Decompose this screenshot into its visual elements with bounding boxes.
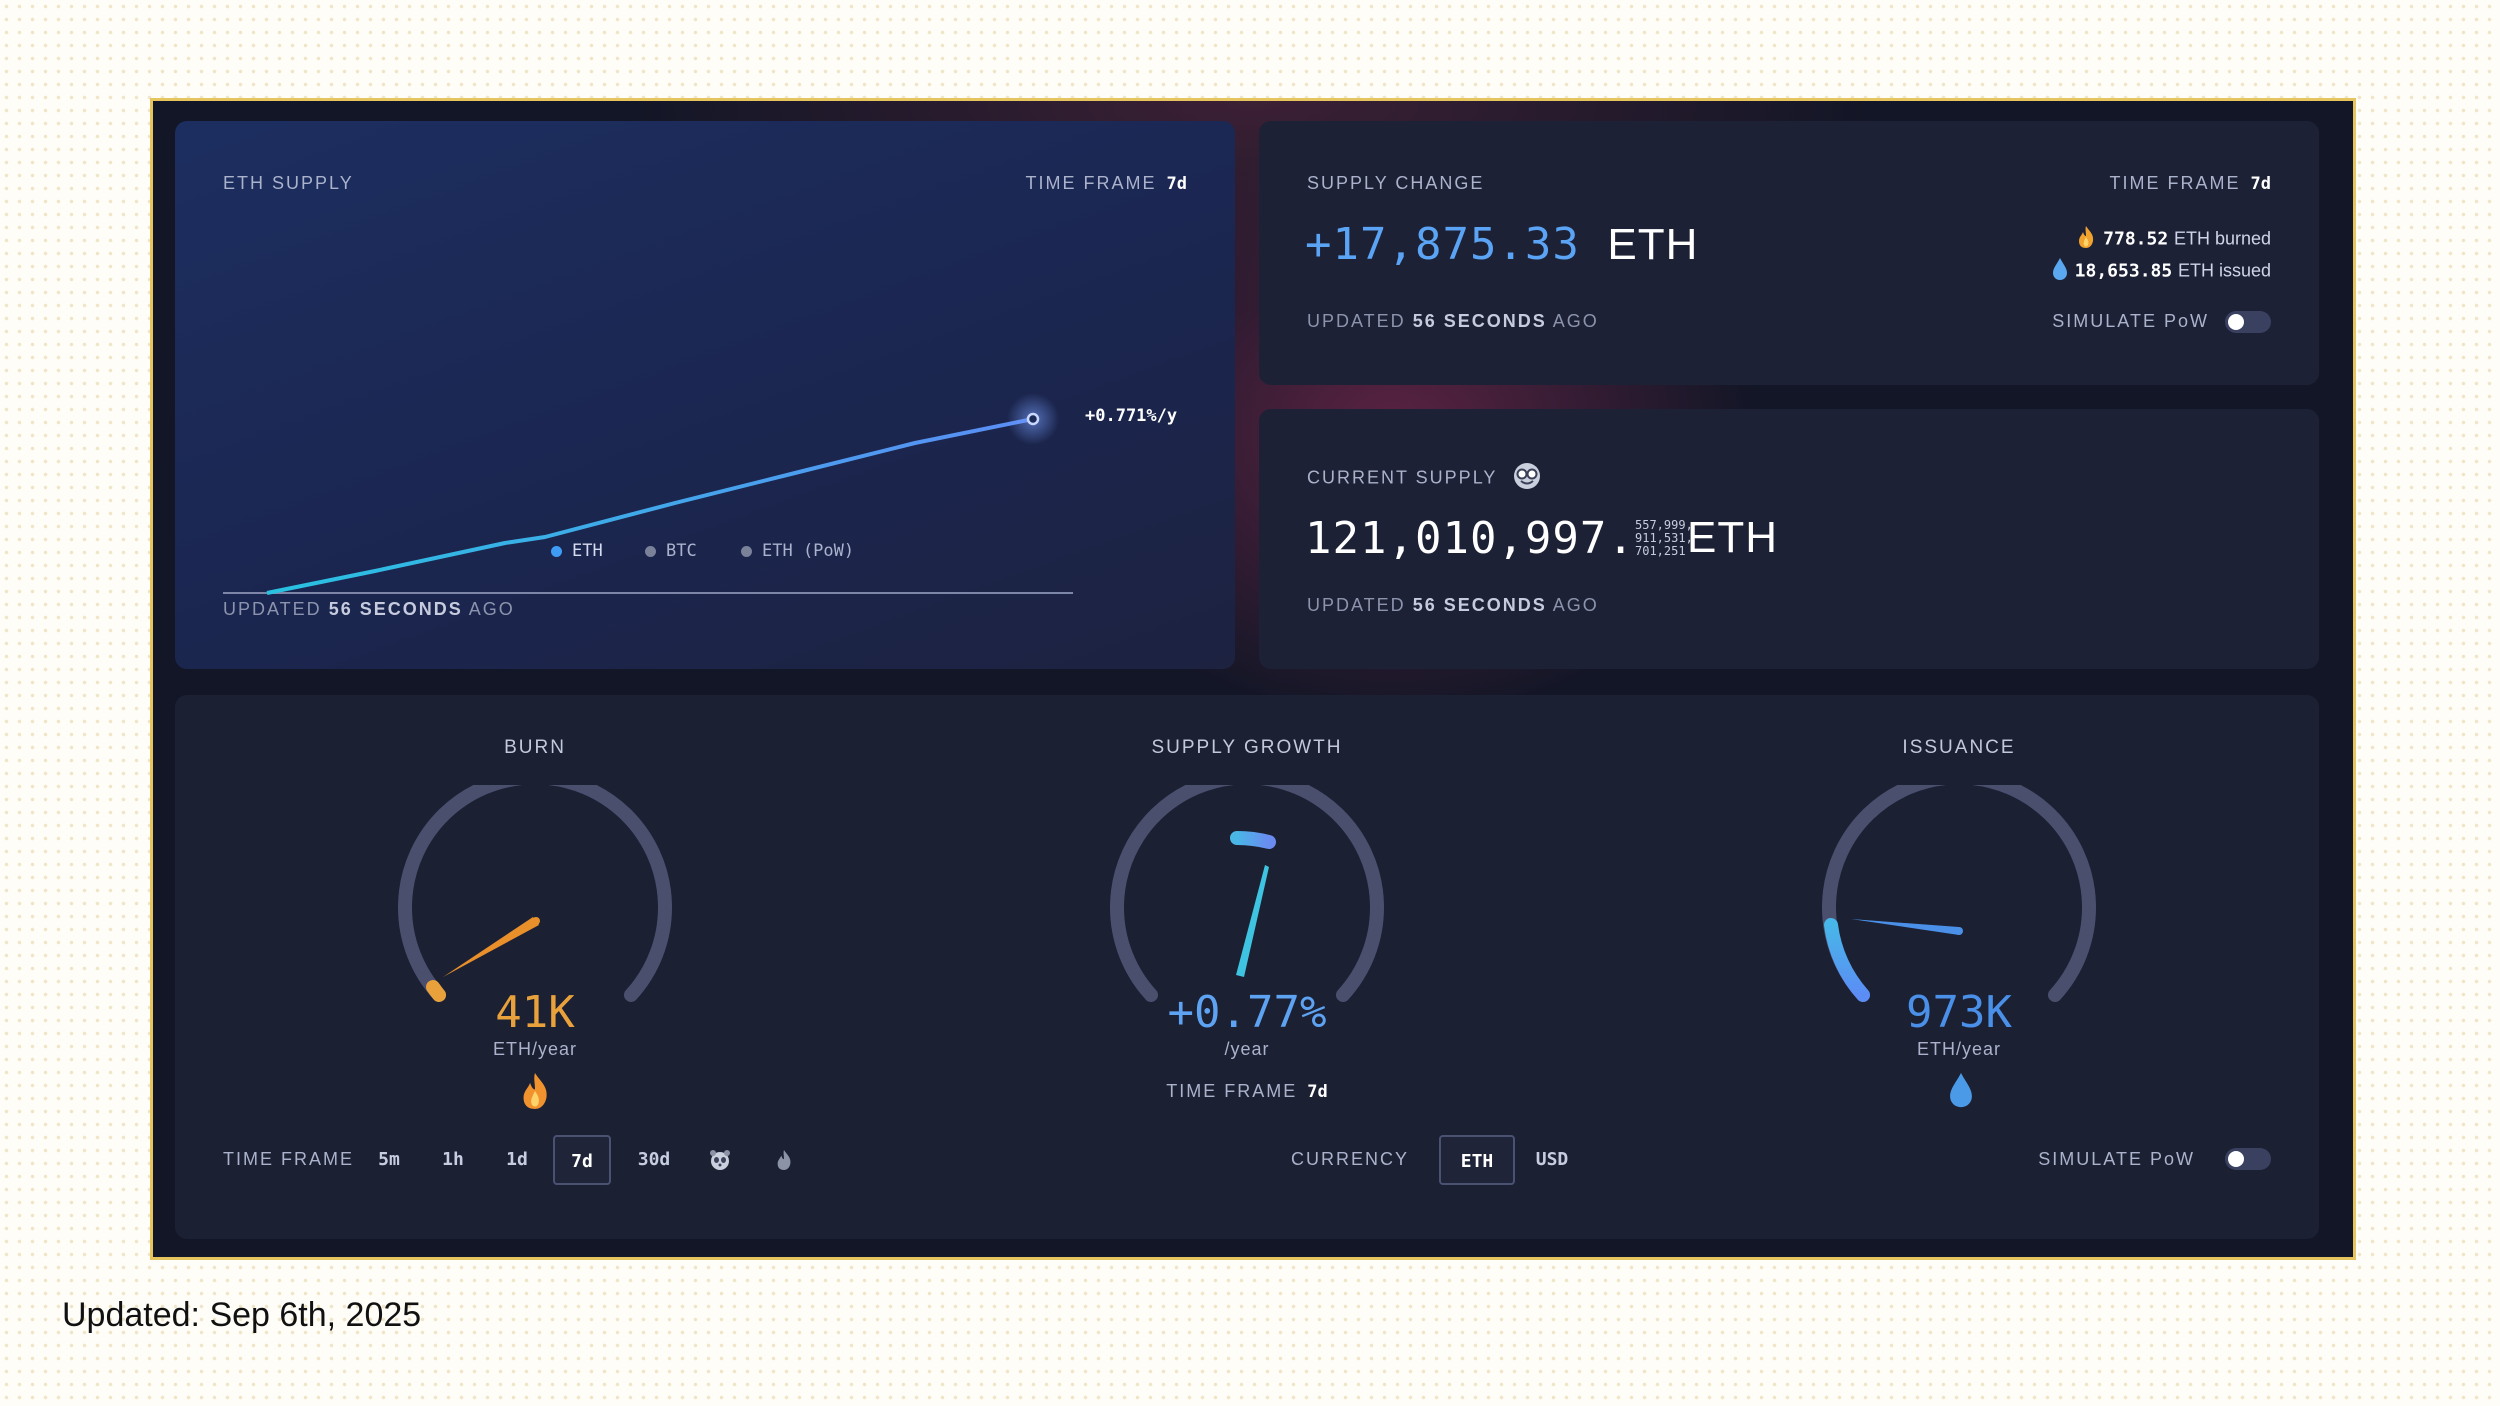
fire-icon — [2075, 225, 2097, 254]
issuance-needle — [1851, 919, 1959, 935]
eth-supply-updated: UPDATED 56 SECONDS AGO — [223, 599, 515, 619]
burn-unit: ETH/year — [492, 1039, 578, 1059]
time-frame-5m-button[interactable]: 5m — [378, 1149, 400, 1170]
time-frame-1d-button[interactable]: 1d — [506, 1149, 528, 1170]
supply-change-title: SUPPLY CHANGE — [1307, 173, 1485, 193]
supply-growth-time-frame: TIME FRAME 7d — [1166, 1081, 1328, 1102]
eth-supply-line — [266, 417, 1034, 595]
supply-rate-label: +0.771%/y — [1085, 406, 1178, 426]
burn-value: 41K — [495, 987, 575, 1038]
current-supply-fraction: 557,999, 911,531, 701,251 — [1635, 518, 1693, 558]
issuance-unit: ETH/year — [1916, 1039, 2002, 1059]
panda-icon[interactable] — [697, 1135, 743, 1185]
issuance-title: ISSUANCE — [1902, 737, 2016, 758]
issuance-gauge — [1822, 785, 2096, 1002]
current-supply-value: 121,010,997. — [1305, 513, 1635, 564]
supply-growth-needle — [1236, 865, 1269, 977]
eth-supply-title: ETH SUPPLY — [223, 173, 354, 193]
time-frame-label: TIME FRAME — [1025, 173, 1157, 193]
supply-growth-value: +0.77% — [1167, 987, 1327, 1038]
simulate-pow-toggle-top[interactable] — [2225, 311, 2271, 333]
chart-endpoint-dot[interactable] — [1026, 412, 1040, 426]
supply-change-card: SUPPLY CHANGE TIME FRAME 7d +17,875.33 ET… — [1259, 121, 2319, 385]
time-frame-control-label: TIME FRAME — [223, 1149, 354, 1169]
current-supply-updated: UPDATED 56 SECONDS AGO — [1307, 595, 1599, 615]
time-frame-30d-button[interactable]: 30d — [637, 1149, 671, 1170]
simulate-pow-toggle-bottom[interactable] — [2225, 1148, 2271, 1170]
dashboard-frame: ETH SUPPLY TIME FRAME 7d +0.771%/y E — [150, 98, 2356, 1260]
eth-supply-time-frame[interactable]: TIME FRAME 7d — [1026, 173, 1187, 194]
eth-supply-chart — [223, 393, 1073, 595]
burn-title: BURN — [504, 737, 566, 758]
legend-dot-eth-pow — [741, 545, 752, 557]
burn-needle — [443, 917, 539, 977]
currency-eth-button[interactable]: ETH — [1439, 1135, 1515, 1185]
supply-change-updated: UPDATED 56 SECONDS AGO — [1307, 311, 1599, 331]
time-frame-value: 7d — [1166, 174, 1187, 194]
supply-change-value: +17,875.33 ETH — [1305, 219, 1699, 270]
legend-dot-btc — [645, 545, 656, 557]
burned-line: 778.52 ETH burned — [2075, 225, 2271, 254]
current-supply-unit: ETH — [1687, 513, 1778, 562]
updated-footer: Updated: Sep 6th, 2025 — [62, 1296, 422, 1334]
supply-change-time-frame[interactable]: TIME FRAME 7d — [2109, 173, 2271, 194]
supply-growth-unit: /year — [1224, 1039, 1270, 1059]
droplet-icon — [2051, 257, 2069, 286]
legend-eth-pow[interactable]: ETH (PoW) — [741, 541, 854, 561]
currency-label: CURRENCY — [1291, 1149, 1410, 1169]
nerd-face-icon — [1512, 461, 1542, 496]
simulate-pow-label-top: SIMULATE PoW — [2052, 311, 2209, 331]
simulate-pow-label-bottom: SIMULATE PoW — [2038, 1149, 2195, 1169]
droplet-icon — [1947, 1071, 1975, 1113]
current-supply-title: CURRENT SUPPLY — [1307, 461, 1542, 496]
currency-usd-button[interactable]: USD — [1535, 1149, 1569, 1170]
gauges-card: BURN 41K ETH/year SUPPLY GROWTH +0.77% — [175, 695, 2319, 1239]
fire-time-frame-icon[interactable] — [761, 1135, 807, 1185]
issued-line: 18,653.85 ETH issued — [2051, 257, 2271, 286]
burn-gauge — [398, 785, 672, 1002]
current-supply-card: CURRENT SUPPLY 121,010,997. 557,999, 911… — [1259, 409, 2319, 669]
supply-growth-gauge — [1110, 785, 1384, 1002]
time-frame-7d-button[interactable]: 7d — [553, 1135, 611, 1185]
legend-dot-eth — [551, 545, 562, 557]
eth-supply-card: ETH SUPPLY TIME FRAME 7d +0.771%/y E — [175, 121, 1235, 669]
time-frame-1h-button[interactable]: 1h — [442, 1149, 464, 1170]
issuance-value: 973K — [1906, 987, 2012, 1038]
legend-btc[interactable]: BTC — [645, 541, 697, 561]
supply-growth-title: SUPPLY GROWTH — [1151, 737, 1343, 758]
fire-icon — [517, 1071, 553, 1115]
legend-eth[interactable]: ETH — [551, 541, 603, 561]
